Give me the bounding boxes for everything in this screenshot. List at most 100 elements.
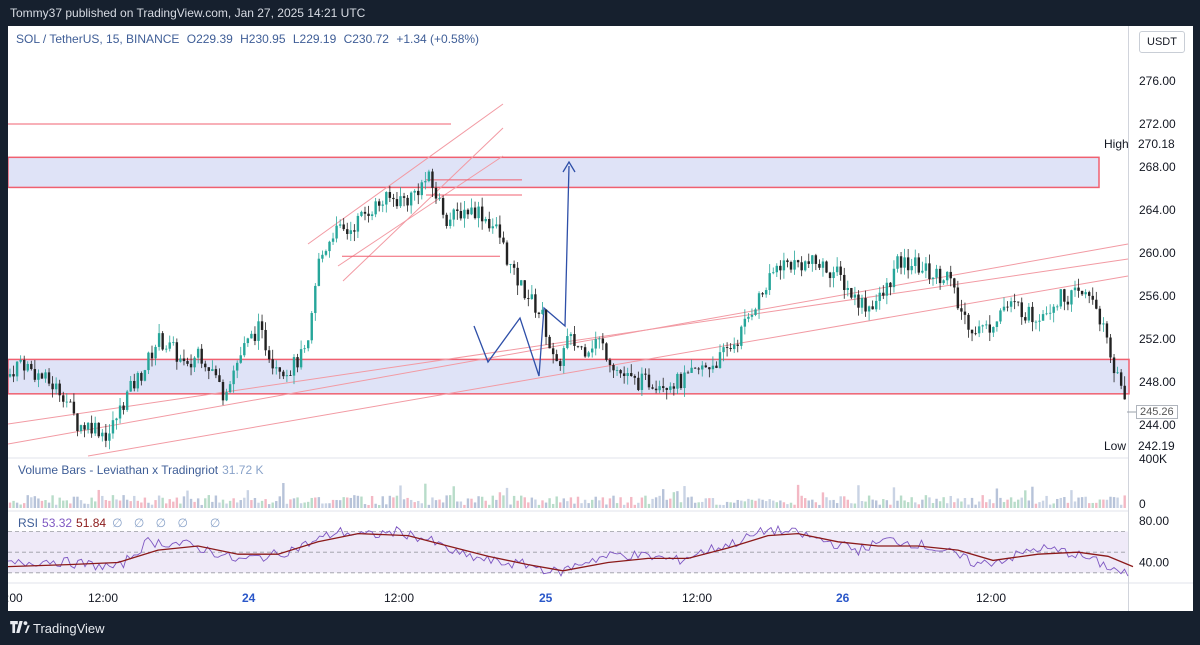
volume-bar	[509, 504, 512, 508]
tradingview-logo-icon[interactable]	[10, 621, 30, 633]
volume-bar	[26, 495, 29, 508]
candle-body	[942, 280, 945, 284]
volume-bar	[679, 502, 683, 508]
volume-bar	[271, 502, 274, 508]
volume-bar	[207, 495, 210, 508]
candle-body	[193, 357, 196, 368]
volume-bar	[76, 496, 79, 508]
candle-body	[576, 345, 580, 347]
volume-bar	[729, 502, 732, 508]
candle-body	[555, 354, 558, 362]
candle-body	[246, 338, 250, 344]
volume-bar	[828, 500, 832, 508]
volume-bar	[821, 492, 825, 508]
volume-bar	[527, 502, 530, 508]
volume-bar	[417, 500, 420, 508]
low-marker-value: 242.19	[1138, 439, 1175, 453]
candle-body	[644, 373, 647, 375]
time-tick-label: 12:00	[384, 591, 414, 605]
time-tick-label: 26	[836, 591, 850, 605]
volume-bar	[353, 495, 356, 508]
candle-body	[985, 324, 988, 326]
volume-bar	[722, 504, 725, 508]
candle-body	[977, 326, 981, 334]
volume-bar	[1002, 502, 1006, 508]
candle-body	[711, 365, 715, 370]
volume-bar	[1123, 495, 1126, 508]
candle-body	[15, 361, 19, 377]
volume-bar	[562, 498, 565, 508]
candle-body	[111, 420, 115, 434]
candle-body	[19, 359, 22, 362]
projection-path	[473, 165, 570, 377]
volume-bar	[239, 500, 242, 508]
volume-tick-label: 0	[1139, 497, 1146, 511]
volume-bar	[772, 500, 775, 508]
volume-bar	[1034, 503, 1038, 508]
candle-body	[818, 263, 821, 268]
ohlc-open: O229.39	[186, 32, 233, 46]
volume-bar	[789, 502, 793, 508]
time-tick-label: 24	[242, 591, 256, 605]
candle-body	[619, 370, 622, 374]
candle-body	[537, 312, 541, 315]
candle-body	[296, 357, 299, 368]
tradingview-brand[interactable]: TradingView	[33, 621, 105, 636]
candle-body	[434, 187, 438, 199]
candle-body	[1112, 357, 1116, 374]
candle-body	[353, 230, 356, 232]
candle-body	[385, 192, 388, 205]
candle-body	[1080, 290, 1084, 295]
volume-bar	[324, 503, 328, 508]
candle-body	[914, 257, 917, 266]
rsi-indicator-name[interactable]: RSI	[18, 516, 39, 530]
candle-body	[239, 355, 242, 363]
candle-body	[860, 298, 864, 308]
volume-bar	[236, 502, 239, 508]
volume-bar	[768, 499, 771, 508]
currency-button[interactable]: USDT	[1139, 31, 1185, 53]
candle-body	[459, 210, 463, 219]
candle-body	[310, 313, 313, 341]
candle-body	[1119, 372, 1123, 386]
volume-bar	[924, 495, 928, 508]
candle-body	[683, 372, 686, 389]
candle-body	[630, 373, 633, 376]
candle-body	[544, 309, 548, 337]
candle-body	[51, 383, 54, 390]
candle-body	[218, 375, 221, 382]
candle-body	[573, 334, 576, 346]
candle-body	[221, 381, 225, 401]
volume-bar	[1013, 501, 1016, 508]
candle-body	[622, 373, 626, 377]
candle-body	[427, 171, 431, 182]
volume-bar	[1059, 497, 1062, 508]
candle-body	[757, 293, 761, 310]
candle-body	[406, 197, 409, 206]
volume-bar	[285, 503, 289, 508]
volume-bar	[125, 499, 129, 508]
volume-bar	[857, 485, 860, 508]
candle-body	[108, 433, 111, 441]
price-tick-label: 264.00	[1139, 203, 1176, 217]
candle-body	[62, 395, 65, 402]
candle-body	[690, 367, 693, 373]
volume-bar	[853, 503, 857, 508]
candle-body	[1017, 301, 1020, 303]
candle-body	[871, 306, 874, 310]
candle-body	[1095, 299, 1098, 309]
symbol-name[interactable]: SOL / TetherUS, 15, BINANCE	[16, 32, 180, 46]
volume-bar	[200, 504, 203, 508]
candle-body	[789, 262, 793, 270]
volume-bar	[356, 495, 360, 508]
chart-panel[interactable]: 276.00 272.00 268.00 264.00 260.00 256.00 252.…	[8, 26, 1193, 611]
trendline-1	[87, 275, 1129, 457]
candle-body	[523, 280, 526, 299]
volume-bar	[757, 498, 761, 508]
candle-body	[253, 333, 257, 341]
candle-body	[438, 197, 441, 199]
price-chart[interactable]: 276.00 272.00 268.00 264.00 260.00 256.00 252.…	[8, 26, 1193, 611]
volume-bar	[896, 500, 899, 508]
volume-bar	[1070, 490, 1073, 508]
volume-indicator-name[interactable]: Volume Bars - Leviathan x Tradingriot	[18, 463, 219, 477]
